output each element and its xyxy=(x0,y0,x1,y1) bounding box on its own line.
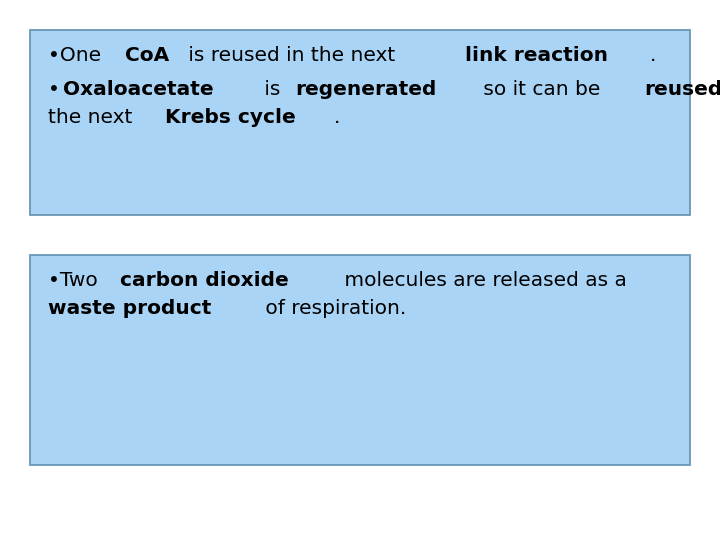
Text: so it can be: so it can be xyxy=(477,80,607,99)
Text: .: . xyxy=(649,46,656,65)
Text: •One: •One xyxy=(48,46,107,65)
Text: Oxaloacetate: Oxaloacetate xyxy=(63,80,214,99)
Text: molecules are released as a: molecules are released as a xyxy=(338,271,627,290)
Text: Krebs cycle: Krebs cycle xyxy=(165,108,296,127)
Text: •Two: •Two xyxy=(48,271,104,290)
Text: .: . xyxy=(334,108,340,127)
Text: link reaction: link reaction xyxy=(465,46,608,65)
FancyBboxPatch shape xyxy=(30,30,690,215)
Text: •: • xyxy=(48,80,60,99)
Text: regenerated: regenerated xyxy=(294,80,436,99)
Text: the next: the next xyxy=(48,108,139,127)
FancyBboxPatch shape xyxy=(30,255,690,465)
Text: CoA: CoA xyxy=(125,46,169,65)
Text: carbon dioxide: carbon dioxide xyxy=(120,271,289,290)
Text: of respiration.: of respiration. xyxy=(258,299,406,318)
Text: reused: reused xyxy=(644,80,720,99)
Text: is: is xyxy=(258,80,287,99)
Text: waste product: waste product xyxy=(48,299,212,318)
Text: is reused in the next: is reused in the next xyxy=(182,46,402,65)
